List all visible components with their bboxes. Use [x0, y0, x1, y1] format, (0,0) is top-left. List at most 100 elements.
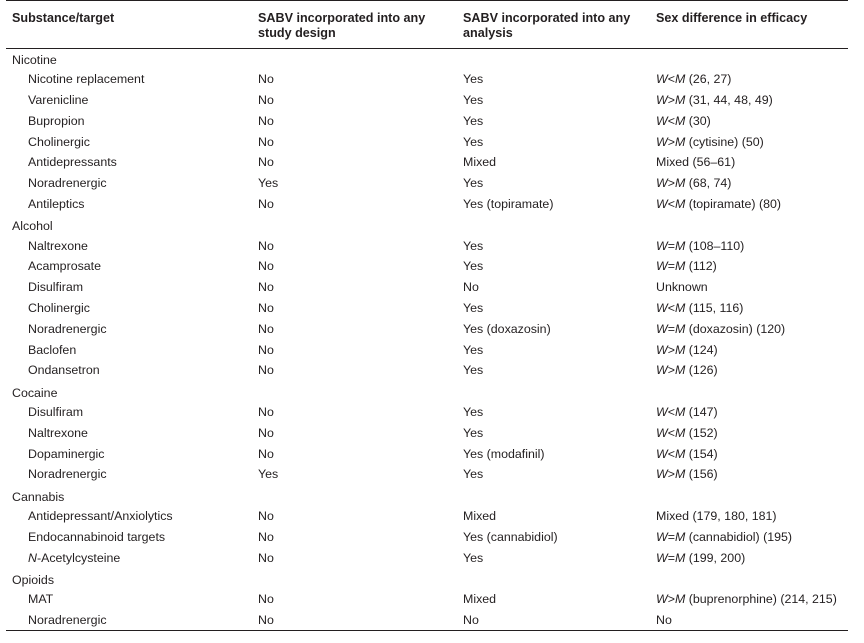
- analysis-cell: No: [463, 612, 479, 627]
- table-row: N-Acetylcysteine No Yes W=M (199, 200): [6, 548, 848, 569]
- group-label: Cannabis: [12, 489, 65, 504]
- analysis-cell: Yes: [463, 134, 484, 149]
- sex-difference-cell: W>M (156): [656, 467, 718, 482]
- analysis-cell: Yes (cannabidiol): [463, 529, 558, 544]
- analysis-cell: Yes (doxazosin): [463, 321, 551, 336]
- group-label: Alcohol: [12, 219, 53, 234]
- target-cell: Varenicline: [28, 92, 89, 107]
- table-row: MAT No Mixed W>M (buprenorphine) (214, 215): [6, 589, 848, 610]
- target-cell: Antileptics: [28, 196, 85, 211]
- sex-difference-cell: W<M (topiramate) (80): [656, 196, 781, 211]
- target-cell: Disulfiram: [28, 280, 84, 295]
- header-substance: Substance/target: [6, 0, 252, 49]
- sex-difference-cell: W=M (199, 200): [656, 550, 746, 565]
- study-design-cell: No: [258, 529, 274, 544]
- analysis-cell: No: [463, 280, 479, 295]
- group-row: Nicotine: [6, 49, 848, 70]
- sex-difference-cell: W>M (cytisine) (50): [656, 134, 764, 149]
- target-cell: Ondansetron: [28, 363, 100, 378]
- group-row: Opioids: [6, 568, 848, 589]
- group-label: Cocaine: [12, 385, 58, 400]
- target-cell: Antidepressant/Anxiolytics: [28, 508, 173, 523]
- sex-difference-cell: W<M (154): [656, 446, 718, 461]
- table-row: Disulfiram No No Unknown: [6, 277, 848, 298]
- sex-difference-cell: W<M (152): [656, 425, 718, 440]
- target-cell: Noradrenergic: [28, 612, 107, 627]
- table-row: Naltrexone No Yes W<M (152): [6, 423, 848, 444]
- study-design-cell: No: [258, 550, 274, 565]
- study-design-cell: No: [258, 446, 274, 461]
- sex-difference-cell: W<M (115, 116): [656, 300, 744, 315]
- target-cell: Baclofen: [28, 342, 77, 357]
- analysis-cell: Yes: [463, 176, 484, 191]
- table-row: Antidepressant/Anxiolytics No Mixed Mixed (…: [6, 506, 848, 527]
- study-design-cell: No: [258, 321, 274, 336]
- group-row: Cannabis: [6, 485, 848, 506]
- sex-difference-cell: W>M (31, 44, 48, 49): [656, 92, 773, 107]
- sex-difference-cell: W=M (cannabidiol) (195): [656, 529, 793, 544]
- table-row: Cholinergic No Yes W<M (115, 116): [6, 298, 848, 319]
- table-row: Baclofen No Yes W>M (124): [6, 340, 848, 361]
- study-design-cell: No: [258, 113, 274, 128]
- sex-difference-cell: W<M (147): [656, 404, 718, 419]
- study-design-cell: No: [258, 363, 274, 378]
- analysis-cell: Yes (topiramate): [463, 196, 554, 211]
- header-row: Substance/target SABV incorporated into …: [6, 0, 848, 49]
- analysis-cell: Yes: [463, 92, 484, 107]
- sex-difference-cell: W=M (doxazosin) (120): [656, 321, 786, 336]
- target-cell: Acamprosate: [28, 259, 102, 274]
- target-cell: MAT: [28, 592, 54, 607]
- target-cell: Bupropion: [28, 113, 85, 128]
- sex-difference-cell: No: [656, 612, 672, 627]
- sex-difference-cell: Mixed (56–61): [656, 155, 736, 170]
- analysis-cell: Mixed: [463, 592, 497, 607]
- target-cell: Naltrexone: [28, 238, 88, 253]
- table-row: Ondansetron No Yes W>M (126): [6, 360, 848, 381]
- table-row: Acamprosate No Yes W=M (112): [6, 256, 848, 277]
- sex-difference-cell: W<M (26, 27): [656, 72, 732, 87]
- study-design-cell: No: [258, 196, 274, 211]
- sex-difference-cell: Mixed (179, 180, 181): [656, 508, 777, 523]
- table-row: Noradrenergic No No No: [6, 610, 848, 631]
- study-design-cell: No: [258, 92, 274, 107]
- analysis-cell: Yes: [463, 113, 484, 128]
- sex-difference-cell: W>M (buprenorphine) (214, 215): [656, 592, 837, 607]
- study-design-cell: No: [258, 238, 274, 253]
- target-cell: Noradrenergic: [28, 467, 107, 482]
- target-cell: Dopaminergic: [28, 446, 105, 461]
- header-analysis: SABV incorporated into any analysis: [457, 0, 650, 49]
- table-row: Endocannabinoid targets No Yes (cannabidio…: [6, 527, 848, 548]
- header-study-design: SABV incorporated into any study design: [252, 0, 457, 49]
- table-body: Nicotine Nicotine replacement No Yes W<M (26…: [6, 49, 848, 631]
- target-cell: Cholinergic: [28, 134, 90, 149]
- analysis-cell: Yes: [463, 404, 484, 419]
- study-design-cell: No: [258, 72, 274, 87]
- header-sex-difference: Sex difference in efficacy: [650, 0, 848, 49]
- study-design-cell: No: [258, 592, 274, 607]
- study-design-cell: No: [258, 259, 274, 274]
- group-row: Cocaine: [6, 381, 848, 402]
- table-row: Noradrenergic Yes Yes W>M (156): [6, 464, 848, 485]
- table-row: Antidepressants No Mixed Mixed (56–61): [6, 152, 848, 173]
- study-design-cell: No: [258, 342, 274, 357]
- study-design-cell: No: [258, 155, 274, 170]
- analysis-cell: Mixed: [463, 155, 497, 170]
- analysis-cell: Yes: [463, 72, 484, 87]
- analysis-cell: Yes (modafinil): [463, 446, 545, 461]
- study-design-cell: No: [258, 300, 274, 315]
- analysis-cell: Yes: [463, 467, 484, 482]
- target-cell: Endocannabinoid targets: [28, 529, 166, 544]
- study-design-cell: Yes: [258, 467, 279, 482]
- analysis-cell: Yes: [463, 363, 484, 378]
- sex-difference-cell: W<M (30): [656, 113, 711, 128]
- analysis-cell: Yes: [463, 425, 484, 440]
- table-row: Noradrenergic Yes Yes W>M (68, 74): [6, 173, 848, 194]
- analysis-cell: Mixed: [463, 508, 497, 523]
- group-label: Nicotine: [12, 53, 57, 68]
- target-cell: Naltrexone: [28, 425, 88, 440]
- sex-difference-cell: W=M (108–110): [656, 238, 745, 253]
- study-design-cell: No: [258, 134, 274, 149]
- table-row: Cholinergic No Yes W>M (cytisine) (50): [6, 132, 848, 153]
- analysis-cell: Yes: [463, 342, 484, 357]
